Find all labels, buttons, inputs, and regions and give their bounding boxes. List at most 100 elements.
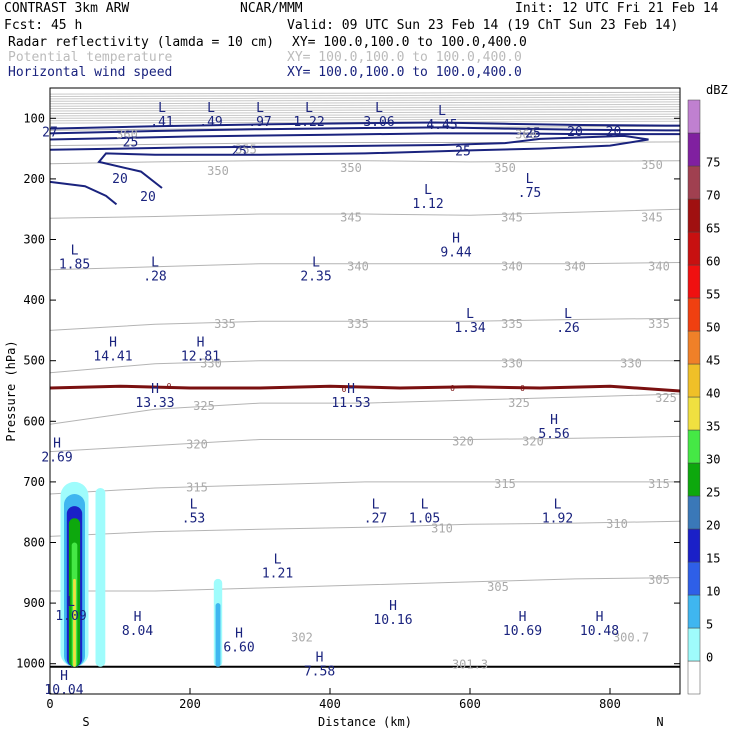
colorbar-swatch xyxy=(687,363,701,398)
theta-label: 300.7 xyxy=(613,630,649,644)
wind-label: 20 xyxy=(140,190,156,205)
colorbar-label: 20 xyxy=(706,519,720,533)
y-tick-label: 700 xyxy=(23,475,45,489)
field-theta-name: Potential temperature xyxy=(8,50,173,65)
colorbar-label: 55 xyxy=(706,288,720,302)
wind-contour-1 xyxy=(49,126,680,135)
theta-contour-335 xyxy=(49,317,681,331)
theta-contour-310 xyxy=(49,520,681,537)
theta-label: 325 xyxy=(193,399,215,413)
theta-contour-325 xyxy=(49,393,681,425)
theta-label: 340 xyxy=(564,260,586,274)
y-tick-label: 900 xyxy=(23,596,45,610)
y-tick-label: 400 xyxy=(23,293,45,307)
theta-label: 315 xyxy=(186,481,208,495)
theta-label: 330 xyxy=(620,357,642,371)
y-tick-label: 500 xyxy=(23,354,45,368)
extremum-value: 5.56 xyxy=(538,427,569,442)
theta-band-line xyxy=(49,101,681,105)
theta-band-line xyxy=(49,94,681,97)
extremum-value: 13.33 xyxy=(135,396,174,411)
colorbar-label: 10 xyxy=(706,585,720,599)
extremum-letter: H xyxy=(316,651,324,666)
x-tick-label: 0 xyxy=(46,697,53,711)
extremum-value: 4.45 xyxy=(426,118,457,133)
extremum-letter: H xyxy=(235,626,243,641)
extremum-value: 1.34 xyxy=(454,321,485,336)
extremum-letter: L xyxy=(256,101,264,116)
theta-label: 340 xyxy=(501,260,523,274)
extremum-letter: H xyxy=(53,437,61,452)
extremum-value: 10.69 xyxy=(503,624,542,639)
extremum-value: 10.16 xyxy=(373,613,412,628)
theta-contour-340 xyxy=(49,262,681,271)
wind-label: 20 xyxy=(606,125,622,140)
theta-band-line xyxy=(49,111,681,114)
extremum-value: 8.04 xyxy=(122,624,153,639)
colorbar-swatch xyxy=(687,429,701,464)
x-tick-label: 200 xyxy=(179,697,201,711)
extremum-value: 1.21 xyxy=(262,566,293,581)
theta-label: 350 xyxy=(494,161,516,175)
theta-label: 315 xyxy=(648,477,670,491)
theta-contour-315 xyxy=(49,481,680,495)
extremum-value: 1.22 xyxy=(293,115,324,130)
wind-contour-zero xyxy=(49,384,681,393)
theta-label: 315 xyxy=(494,477,516,491)
theta-contour-305 xyxy=(50,577,681,592)
theta-label: 335 xyxy=(347,317,369,331)
x-axis-label: Distance (km) xyxy=(318,715,412,729)
extremum-value: 14.41 xyxy=(93,350,132,365)
theta-label: 345 xyxy=(501,210,523,224)
colorbar-swatch xyxy=(687,165,701,200)
valid-time: Valid: 09 UTC Sun 23 Feb 14 (19 ChT Sun … xyxy=(287,18,679,33)
colorbar-label: 75 xyxy=(706,156,720,170)
theta-label: 305 xyxy=(648,573,670,587)
reflectivity-cell-6 xyxy=(73,578,76,667)
colorbar-swatch xyxy=(687,132,701,167)
extremum-letter: H xyxy=(60,669,68,684)
extremum-letter: H xyxy=(109,336,117,351)
extremum-letter: L xyxy=(466,307,474,322)
colorbar-label: 15 xyxy=(706,552,720,566)
theta-contours xyxy=(49,125,681,592)
model-title: CONTRAST 3km ARW xyxy=(4,1,130,16)
colorbar: 0 5 10 15 20 25 30 35 40 45 50 55 60 65 70 75 dBZ xyxy=(687,83,728,695)
y-tick-label: 300 xyxy=(23,233,45,247)
colorbar-swatch xyxy=(687,462,701,497)
theta-contour-345 xyxy=(49,208,681,219)
x-axis-right-end: N xyxy=(656,715,663,729)
colorbar-swatch xyxy=(687,396,701,431)
colorbar-unit: dBZ xyxy=(706,83,728,97)
colorbar-label: 5 xyxy=(706,618,713,632)
extremum-letter: L xyxy=(305,101,313,116)
extremum-letter: H xyxy=(389,599,397,614)
theta-label: 345 xyxy=(340,210,362,224)
extremum-letter: L xyxy=(71,243,79,258)
theta-band-line xyxy=(49,108,681,112)
theta-label: 340 xyxy=(347,260,369,274)
colorbar-swatch xyxy=(687,231,701,266)
extremum-value: .28 xyxy=(143,270,166,285)
theta-band-line xyxy=(49,106,681,110)
wind-label: 0 xyxy=(167,382,172,391)
theta-label: 305 xyxy=(487,580,509,594)
extremum-value: 6.60 xyxy=(223,640,254,655)
colorbar-swatch xyxy=(687,198,701,233)
colorbar-swatch xyxy=(687,561,701,596)
theta-band-line xyxy=(49,116,681,119)
wind-label: 25 xyxy=(455,145,471,160)
wind-contour-0 xyxy=(49,121,680,130)
colorbar-label: 65 xyxy=(706,222,720,236)
theta-label: 335 xyxy=(648,317,670,331)
extremum-letter: L xyxy=(158,101,166,116)
colorbar-swatch xyxy=(687,330,701,365)
colorbar-swatch xyxy=(687,495,701,530)
reflectivity-cell-8 xyxy=(215,603,221,667)
colorbar-label: 45 xyxy=(706,354,720,368)
wind-label: 0 xyxy=(450,384,455,393)
extremum-value: 9.44 xyxy=(440,245,471,260)
colorbar-label: 70 xyxy=(706,189,720,203)
x-tick-label: 600 xyxy=(459,697,481,711)
theta-label: 330 xyxy=(501,357,523,371)
